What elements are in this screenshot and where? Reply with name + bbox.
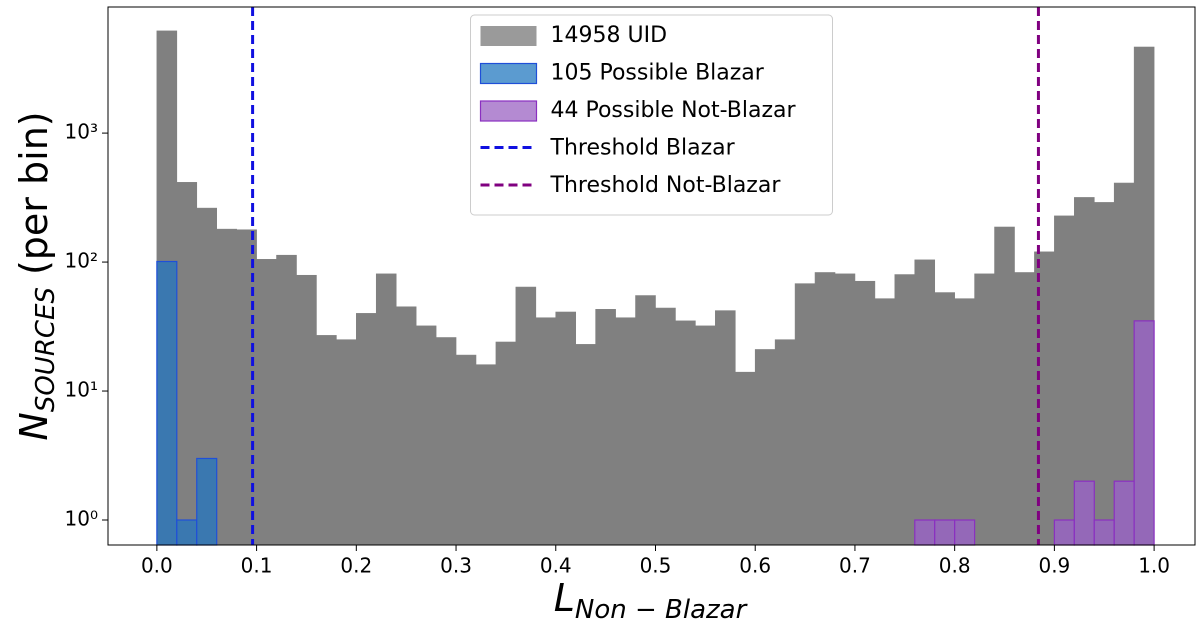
x-tick-label: 1.0 — [1138, 554, 1170, 578]
bar — [415, 325, 437, 546]
x-tick-label: 0.1 — [241, 554, 273, 578]
legend-swatch — [479, 62, 538, 85]
x-tick-label: 0.3 — [440, 554, 472, 578]
y-tick-label: 10² — [65, 249, 98, 273]
bar — [655, 307, 676, 546]
bar — [695, 325, 716, 546]
bar — [555, 311, 577, 546]
bar — [1073, 480, 1095, 546]
x-tick-label: 0.2 — [340, 554, 372, 578]
bar — [914, 259, 936, 546]
bar — [675, 320, 696, 546]
x-tick-label: 0.7 — [839, 554, 871, 578]
bar — [435, 337, 457, 546]
legend-box — [470, 14, 833, 216]
legend-label: Threshold Not-Blazar — [550, 173, 782, 198]
legend-swatch — [479, 100, 538, 122]
x-tick-label: 0.0 — [141, 554, 173, 578]
bar — [475, 364, 497, 546]
bar — [794, 283, 816, 546]
y-tick-label: 10¹ — [65, 378, 98, 402]
bar — [455, 354, 477, 546]
bar — [216, 228, 237, 546]
bar — [196, 457, 218, 546]
bar — [954, 519, 976, 546]
x-tick-label: 0.5 — [640, 554, 672, 578]
bar — [874, 298, 896, 546]
x-label-main: L — [554, 576, 575, 620]
bar — [914, 519, 936, 546]
bar — [615, 317, 636, 546]
bar — [854, 280, 876, 546]
bar — [296, 274, 317, 546]
y-axis-label: NSOURCES (per bin) — [12, 111, 61, 440]
bar — [495, 341, 517, 546]
bar — [316, 335, 337, 546]
legend-label: 44 Possible Not-Blazar — [551, 98, 797, 123]
legend-label: 14958 UID — [551, 23, 668, 48]
bar — [375, 273, 397, 546]
bar — [395, 306, 417, 546]
bar — [276, 254, 297, 546]
bar — [934, 292, 955, 546]
legend-swatch — [480, 26, 537, 46]
bar — [1053, 519, 1075, 546]
y-label-rest: (per bin) — [12, 111, 56, 275]
bar — [715, 310, 736, 546]
y-tick-label: 10³ — [65, 120, 98, 144]
bar — [754, 349, 776, 546]
x-tick-label: 0.9 — [1038, 554, 1070, 578]
bar — [814, 272, 836, 546]
bar — [1113, 480, 1135, 546]
bar — [734, 371, 756, 546]
bar — [894, 274, 916, 546]
bar — [1093, 519, 1115, 546]
bar — [176, 519, 198, 546]
x-axis-label: LNon − Blazar — [554, 576, 749, 623]
bar — [994, 226, 1015, 546]
x-tick-label: 0.4 — [540, 554, 572, 578]
bar — [156, 260, 178, 546]
bar — [1133, 320, 1155, 546]
bar — [954, 298, 975, 546]
legend-label: Threshold Blazar — [550, 136, 736, 161]
bar — [974, 273, 995, 546]
bar — [336, 339, 357, 546]
bar — [515, 286, 537, 546]
x-tick-label: 0.8 — [939, 554, 971, 578]
bar — [1093, 202, 1115, 546]
y-tick-label: 10⁰ — [65, 507, 98, 531]
bar — [356, 313, 377, 546]
bar — [834, 273, 856, 546]
legend-label: 105 Possible Blazar — [551, 61, 765, 86]
x-tick-label: 0.6 — [739, 554, 771, 578]
bar — [176, 182, 198, 546]
plot-frame — [107, 6, 1196, 546]
bar — [1014, 272, 1035, 546]
bar — [595, 309, 616, 546]
bar — [535, 317, 557, 546]
bar — [774, 339, 796, 546]
bar — [635, 295, 656, 546]
bar — [575, 344, 596, 546]
x-label-sub: Non − Blazar — [575, 595, 749, 623]
bar — [934, 519, 956, 546]
bar — [1054, 215, 1075, 546]
y-label-sub: SOURCES — [31, 287, 61, 412]
bar — [256, 259, 277, 546]
y-label-main: N — [12, 412, 56, 440]
